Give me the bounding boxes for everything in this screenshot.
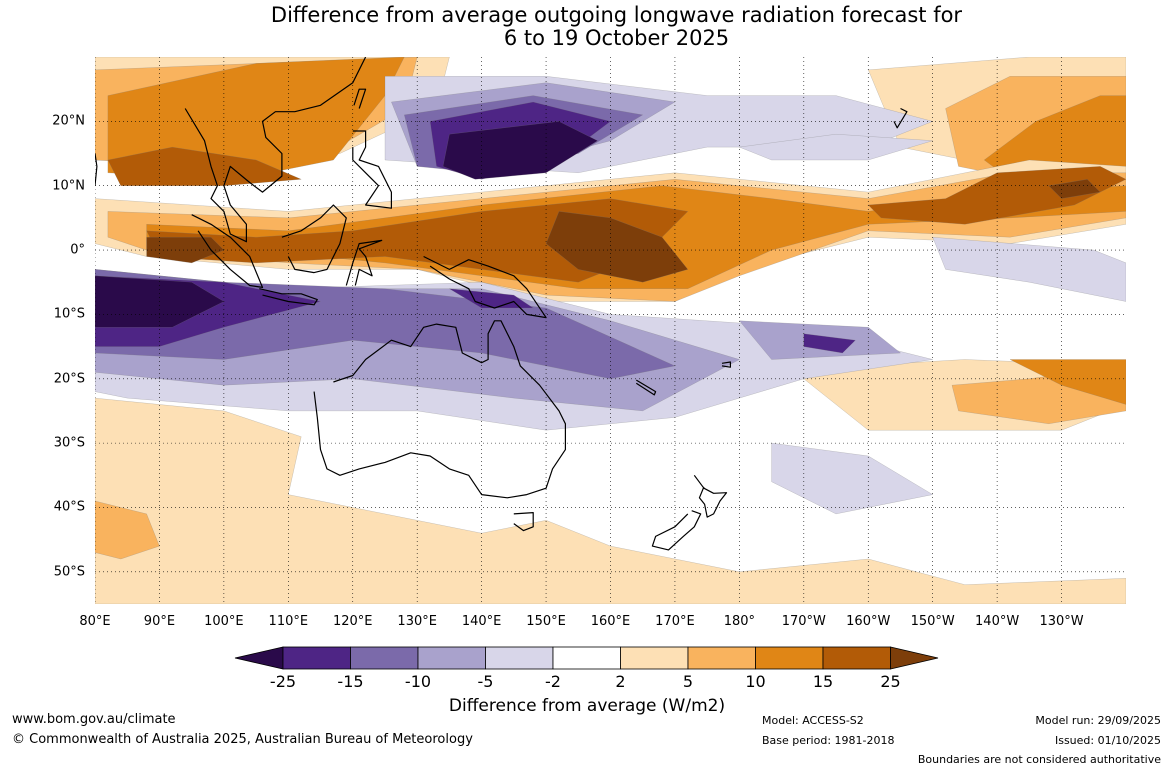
lon-label: 120°E: [332, 614, 373, 629]
anomaly-region-0: [95, 397, 1126, 604]
lon-label: 150°E: [526, 614, 566, 629]
lat-label: 20°N: [52, 113, 85, 129]
anomaly-region-17: [146, 236, 225, 264]
lon-label: 160°E: [590, 614, 631, 629]
lat-label: 50°S: [53, 564, 85, 580]
coast-australia: [313, 320, 567, 499]
lon-label: 140°E: [461, 614, 502, 629]
anomaly-region-34: [771, 442, 934, 515]
colorbar: [234, 646, 939, 670]
colorbar-tick-label: 10: [745, 672, 766, 691]
lon-label: 90°E: [143, 614, 176, 629]
colorbar-segment-10_15: [755, 646, 824, 670]
lon-label: 180°: [723, 614, 756, 629]
coast-taiwan: [353, 88, 367, 109]
anomaly-region-11: [107, 146, 302, 186]
footer-issued: Issued: 01/10/2025: [1054, 734, 1161, 747]
title-line-1: Difference from average outgoing longwav…: [270, 3, 963, 27]
lon-label: 150°W: [910, 614, 955, 629]
footer-model: Model: ACCESS-S2: [762, 714, 864, 727]
colorbar-segment--10_-5: [417, 646, 486, 670]
anomaly-region-30: [449, 288, 534, 309]
lat-label: 40°S: [53, 499, 85, 515]
coast-nz-north: [693, 474, 728, 518]
footer-copyright: © Commonwealth of Australia 2025, Austra…: [12, 732, 473, 747]
anomaly-region-32: [803, 333, 856, 354]
coast-hawaii: [893, 107, 908, 129]
footer-base-period: Base period: 1981-2018: [762, 734, 895, 747]
coast-new-caledonia: [635, 379, 657, 396]
map-title: Difference from average outgoing longwav…: [0, 4, 1173, 50]
lon-label: 110°E: [268, 614, 309, 629]
colorbar-tick-label: 25: [880, 672, 901, 691]
colorbar-tick-label: -15: [337, 672, 364, 691]
lat-label: 0°: [70, 242, 85, 258]
coast-india: [95, 153, 98, 186]
coast-sumatra: [191, 214, 264, 288]
lat-label: 30°S: [53, 435, 85, 451]
lon-label: 170°E: [655, 614, 695, 629]
colorbar-tick-label: -5: [477, 672, 494, 691]
coast-philippines: [352, 130, 392, 209]
anomaly-region-4: [1009, 359, 1126, 405]
coast-nz-south: [651, 510, 702, 551]
lon-label: 130°W: [1039, 614, 1084, 629]
colorbar-segment--25_-15: [282, 646, 351, 670]
colorbar-segment--2_2: [552, 646, 621, 670]
coast-indochina: [184, 57, 367, 243]
lon-label: 170°W: [781, 614, 826, 629]
colorbar-segment-5_10: [687, 646, 756, 670]
colorbar-tick-label: -25: [269, 672, 297, 691]
lon-label: 160°W: [846, 614, 891, 629]
coast-new-guinea: [423, 255, 547, 319]
footer-model-run: Model run: 29/09/2025: [1035, 714, 1161, 727]
coast-fiji: [721, 361, 732, 368]
colorbar-tick-label: 5: [682, 672, 694, 691]
colorbar-segment--5_-2: [485, 646, 554, 670]
anomaly-fill-layer: [95, 57, 1126, 604]
coast-borneo: [281, 204, 347, 274]
colorbar-segment--15_-10: [350, 646, 419, 670]
colorbar-tick-label: -10: [404, 672, 432, 691]
colorbar-tick-label: 2: [615, 672, 626, 691]
lon-label: 100°E: [204, 614, 244, 629]
lat-label: 20°S: [53, 371, 85, 387]
colorbar-tick-label: 15: [812, 672, 834, 691]
coast-sulawesi: [345, 239, 383, 286]
title-line-2: 6 to 19 October 2025: [503, 26, 730, 50]
colorbar-segment-2_5: [620, 646, 689, 670]
lat-label: 10°S: [53, 306, 85, 322]
lat-label: 10°N: [52, 178, 85, 194]
anomaly-region-1: [95, 500, 160, 560]
footer-disclaimer: Boundaries are not considered authoritat…: [917, 753, 1161, 766]
lon-label: 140°W: [975, 614, 1020, 629]
anomaly-region-33: [932, 236, 1126, 302]
lon-label: 80°E: [79, 614, 111, 629]
anomaly-region-35: [738, 133, 933, 161]
lon-label: 130°E: [397, 614, 437, 629]
colorbar-extend-high: [890, 646, 939, 670]
coast-tasmania: [513, 511, 534, 532]
colorbar-tick-label: -2: [545, 672, 561, 691]
coastline-layer: [95, 57, 908, 551]
colorbar-extend-low: [234, 646, 284, 670]
colorbar-title: Difference from average (W/m2): [448, 696, 726, 716]
colorbar-segment-15_25: [822, 646, 891, 670]
footer-url[interactable]: www.bom.gov.au/climate: [12, 712, 176, 727]
anomaly-region-16: [545, 211, 689, 283]
